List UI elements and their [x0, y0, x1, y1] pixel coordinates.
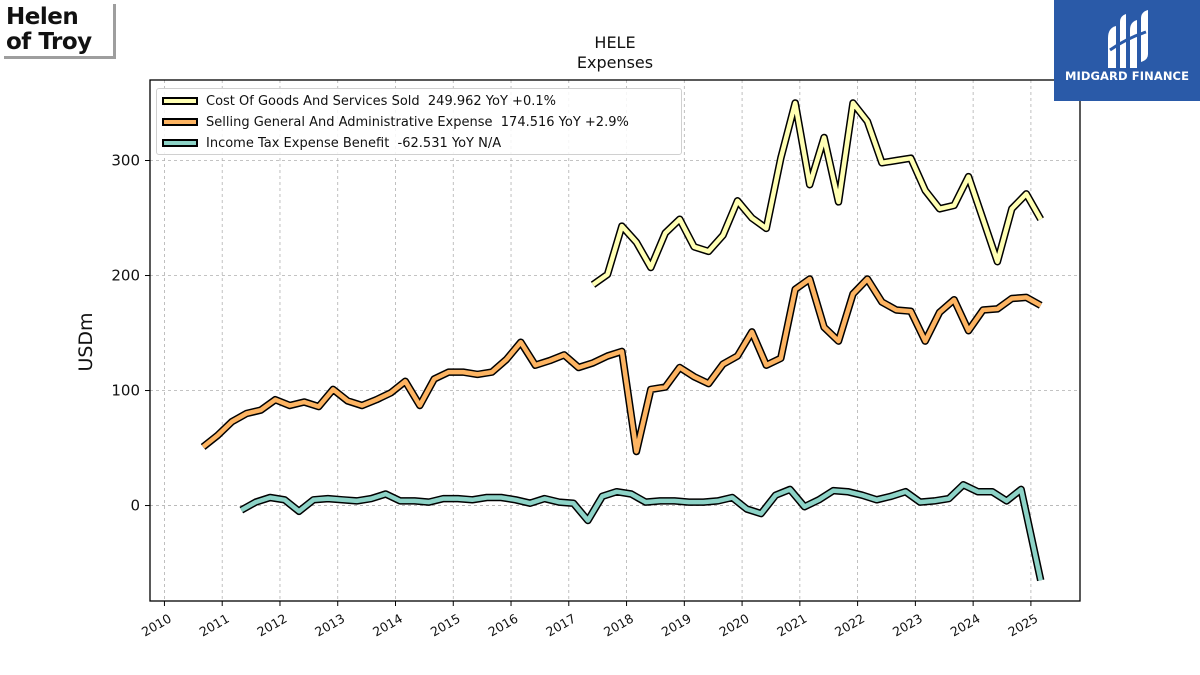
x-tick-label: 2017 [543, 611, 578, 640]
x-tick-label: 2022 [832, 611, 867, 640]
logo-text-line1: Helen [6, 4, 79, 30]
y-tick-label: 0 [130, 497, 140, 515]
series-line-tax [240, 482, 1043, 581]
y-tick-label: 200 [111, 267, 140, 285]
x-tick-label: 2024 [948, 611, 983, 640]
legend-swatch-cogs [162, 97, 198, 105]
logo-text-line2: of Troy [6, 29, 92, 55]
x-tick-label: 2020 [717, 611, 752, 640]
legend-swatch-tax [162, 139, 198, 147]
x-tick-label: 2012 [254, 611, 289, 640]
x-tick-label: 2018 [601, 611, 636, 640]
x-tick-label: 2025 [1005, 611, 1040, 640]
series-line-sga [201, 276, 1042, 454]
x-tick-label: 2021 [774, 611, 809, 640]
plot-frame [149, 79, 1081, 602]
chart-subtitle: Expenses [577, 53, 653, 72]
y-tick-label: 100 [111, 382, 140, 400]
series-line-cogs [591, 100, 1043, 287]
x-tick-label: 2010 [139, 611, 174, 640]
legend-item-tax: Income Tax Expense Benefit -62.531 YoY N… [162, 134, 501, 152]
legend: Cost Of Goods And Services Sold 249.962 … [156, 88, 682, 155]
legend-swatch-sga [162, 118, 198, 126]
legend-item-cogs: Cost Of Goods And Services Sold 249.962 … [162, 92, 556, 110]
midgard-mark-icon [1108, 10, 1148, 68]
chart-title: HELE [594, 33, 635, 52]
x-tick-label: 2023 [890, 611, 925, 640]
midgard-finance-logo: MIDGARD FINANCE [1054, 0, 1200, 101]
x-tick-label: 2013 [312, 611, 347, 640]
legend-item-sga: Selling General And Administrative Expen… [162, 113, 629, 131]
x-tick-label: 2019 [659, 611, 694, 640]
midgard-finance-name: MIDGARD FINANCE [1064, 69, 1190, 83]
x-tick-label: 2015 [428, 611, 463, 640]
x-tick-label: 2011 [197, 611, 232, 640]
legend-label-cogs: Cost Of Goods And Services Sold 249.962 … [206, 93, 556, 109]
legend-label-tax: Income Tax Expense Benefit -62.531 YoY N… [206, 135, 502, 151]
y-axis-label: USDm [75, 312, 97, 371]
series-lines [200, 99, 1045, 582]
axis-ticks: 2010 2011 2012 2013 2014 2015 2016 2017 2018 2019… [111, 152, 1040, 640]
legend-label-sga: Selling General And Administrative Expen… [206, 114, 629, 130]
y-tick-label: 300 [111, 152, 140, 170]
helen-of-troy-logo: Helen of Troy [4, 4, 116, 59]
x-tick-label: 2014 [370, 611, 405, 640]
grid [150, 80, 1080, 601]
x-tick-label: 2016 [485, 611, 520, 640]
